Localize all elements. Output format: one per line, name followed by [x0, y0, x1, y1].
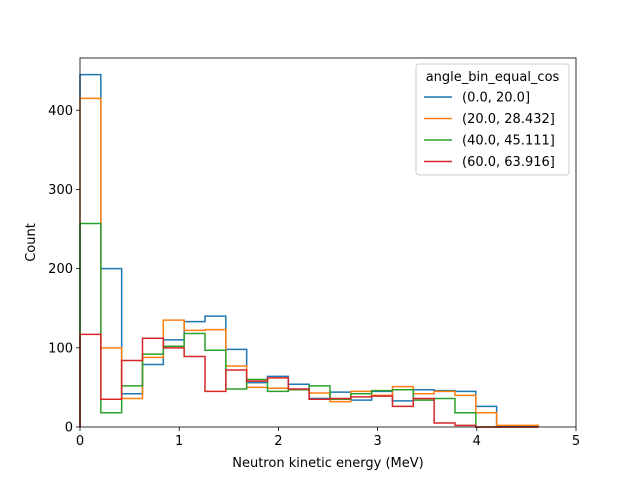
legend-entry-0: (0.0, 20.0] [462, 91, 530, 106]
legend-entry-3: (60.0, 63.916] [462, 155, 555, 170]
x-tick-label-1: 1 [175, 434, 183, 449]
x-tick-label-3: 3 [373, 434, 381, 449]
x-tick-label-2: 2 [274, 434, 282, 449]
y-tick-label-0: 0 [65, 421, 73, 436]
y-tick-label-4: 400 [48, 104, 73, 119]
x-tick-label-0: 0 [76, 434, 84, 449]
x-tick-label-4: 4 [473, 434, 481, 449]
legend-title: angle_bin_equal_cos [426, 70, 560, 85]
legend-entry-1: (20.0, 28.432] [462, 112, 555, 127]
axes: 0 1 2 3 4 5 0 100 200 300 400 [48, 57, 580, 449]
x-axis-label: Neutron kinetic energy (MeV) [232, 456, 424, 471]
legend: angle_bin_equal_cos (0.0, 20.0] (20.0, 28.… [415, 63, 570, 176]
y-axis-label: Count [24, 223, 39, 262]
series-line-3 [79, 333, 539, 428]
y-tick-label-2: 200 [48, 262, 73, 277]
legend-box [415, 63, 570, 176]
plot-area [79, 73, 540, 428]
y-tick-label-1: 100 [48, 341, 73, 356]
x-tick-label-5: 5 [572, 434, 580, 449]
y-tick-label-3: 300 [48, 183, 73, 198]
legend-entry-2: (40.0, 45.111] [462, 134, 555, 149]
axes-frame [79, 57, 577, 428]
